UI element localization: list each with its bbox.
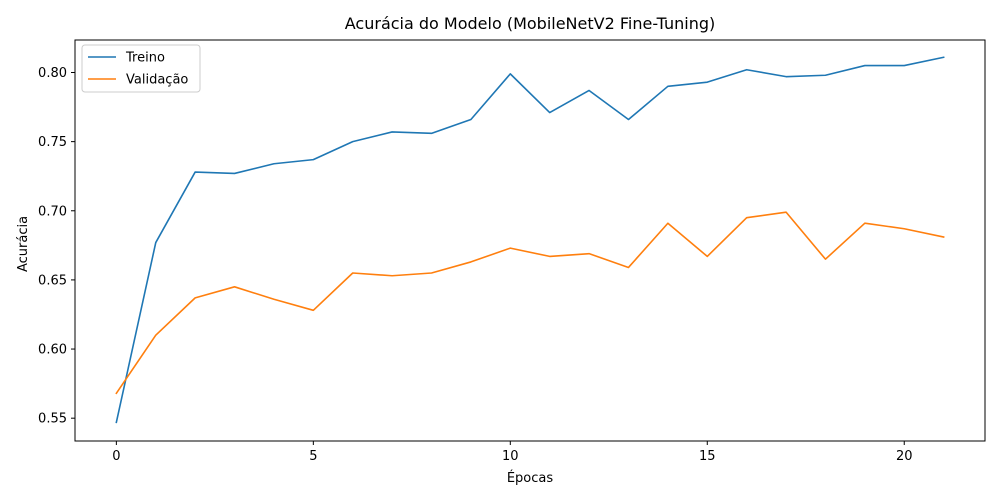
y-tick-label: 0.70 — [38, 204, 67, 219]
series-line-2 — [115, 211, 945, 395]
x-axis: 0 5 10 15 20 — [112, 441, 913, 464]
y-tick-label: 0.65 — [38, 273, 67, 288]
y-tick-label: 0.60 — [38, 343, 67, 358]
y-axis: 0.55 0.60 0.65 0.70 0.75 0.80 — [38, 66, 75, 427]
x-tick-label: 5 — [309, 449, 317, 464]
x-tick-label: 10 — [502, 449, 519, 464]
y-tick-label: 0.75 — [38, 135, 67, 150]
legend-label-1: Treino — [125, 51, 165, 66]
x-axis-label: Épocas — [507, 470, 554, 486]
x-tick-label: 20 — [896, 449, 913, 464]
chart-title: Acurácia do Modelo (MobileNetV2 Fine-Tun… — [345, 14, 715, 33]
x-tick-label: 0 — [112, 449, 120, 464]
legend: Treino Validação — [81, 44, 201, 93]
y-axis-label: Acurácia — [16, 216, 31, 272]
plot-frame — [74, 39, 986, 442]
plot-area — [74, 39, 986, 442]
y-tick-label: 0.80 — [38, 66, 67, 81]
y-tick-label: 0.55 — [38, 412, 67, 427]
series-line-1 — [115, 56, 945, 424]
legend-label-2: Validação — [126, 73, 188, 88]
x-tick-label: 15 — [699, 449, 716, 464]
